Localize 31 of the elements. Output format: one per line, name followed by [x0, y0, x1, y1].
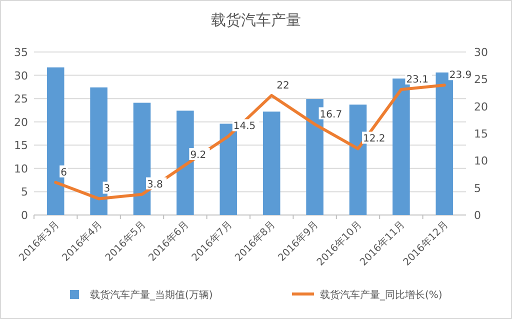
legend-label: 载货汽车产量_同比增长(%)	[320, 289, 442, 301]
data-label: 9.2	[190, 150, 206, 162]
y-tick-label: 5	[21, 186, 28, 199]
y-tick-label: 35	[14, 46, 28, 59]
y2-tick-label: 5	[474, 182, 481, 195]
y2-tick-label: 15	[474, 128, 488, 140]
data-label: 23.1	[406, 74, 428, 86]
data-label: 6	[60, 167, 67, 178]
legend-label: 载货汽车产量_当期值(万辆)	[90, 289, 213, 301]
y2-tick-label: 0	[474, 209, 481, 222]
y2-tick-label: 20	[474, 100, 488, 114]
y-tick-label: 10	[14, 162, 28, 176]
bar	[46, 67, 64, 215]
y-tick-label: 30	[14, 69, 28, 82]
chart-title: 载货汽车产量	[211, 11, 301, 29]
bar	[90, 87, 108, 215]
y-tick-label: 25	[14, 92, 28, 106]
data-label: 12.2	[363, 134, 386, 145]
y-tick-label: 15	[14, 139, 28, 152]
y2-tick-label: 25	[474, 73, 488, 86]
data-label: 16.7	[320, 109, 342, 120]
data-label: 22	[276, 80, 290, 92]
data-label: 3.8	[147, 179, 163, 190]
data-label: 3	[104, 184, 110, 195]
y2-tick-label: 30	[474, 46, 488, 59]
data-label: 23.9	[449, 70, 472, 82]
y-tick-label: 0	[21, 209, 28, 222]
y2-tick-label: 10	[474, 154, 488, 168]
data-label: 14.5	[233, 121, 256, 132]
bar	[262, 112, 280, 215]
y-tick-label: 20	[14, 116, 28, 129]
